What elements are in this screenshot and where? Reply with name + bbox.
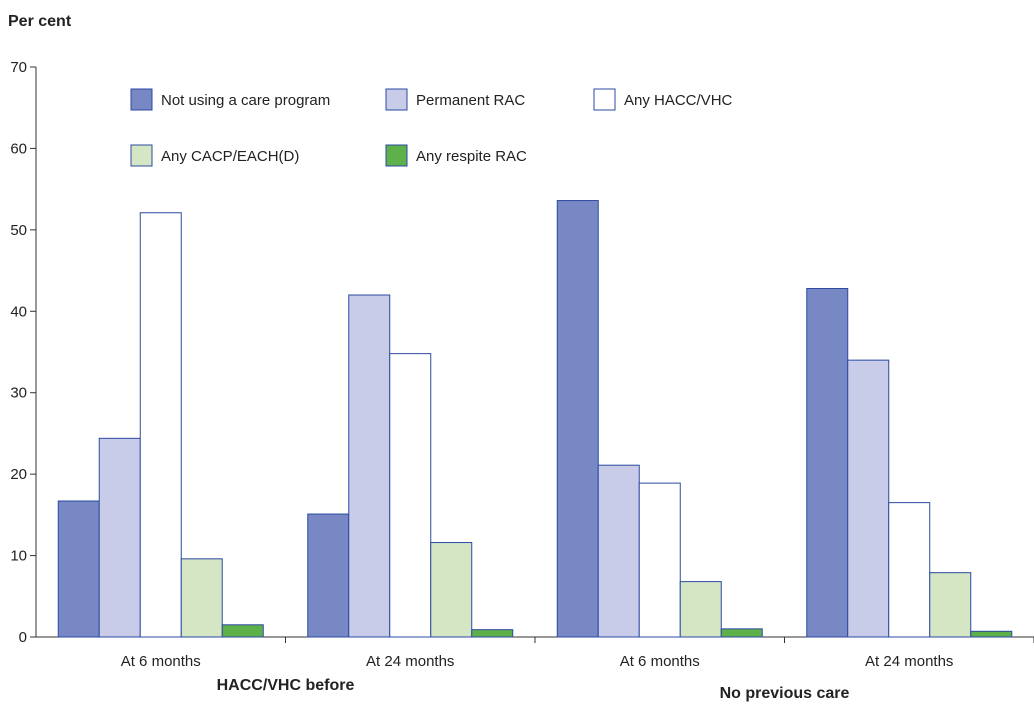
bar-permanent-rac bbox=[597, 464, 640, 638]
bar-permanent-rac bbox=[348, 294, 391, 638]
legend-label-any-cacp-each-d: Any CACP/EACH(D) bbox=[161, 148, 299, 165]
bar-any-hacc-vhc bbox=[139, 212, 182, 638]
legend-label-any-respite-rac: Any respite RAC bbox=[416, 148, 527, 165]
x-tick-label: At 24 months bbox=[865, 653, 953, 670]
bar-permanent-rac bbox=[847, 359, 890, 638]
x-tick-label: At 24 months bbox=[366, 653, 454, 670]
bar-any-cacp-each-d bbox=[929, 572, 972, 638]
bar-any-respite-rac bbox=[221, 624, 264, 638]
bar-any-respite-rac bbox=[970, 630, 1013, 638]
bar-any-cacp-each-d bbox=[430, 542, 473, 638]
legend-label-not-using-a-care-program: Not using a care program bbox=[161, 92, 330, 109]
y-tick-label: 20 bbox=[10, 466, 27, 483]
bar-any-hacc-vhc bbox=[638, 482, 681, 638]
legend-swatch-not-using-a-care-program bbox=[130, 88, 153, 111]
bar-any-respite-rac bbox=[720, 628, 763, 638]
bar-permanent-rac bbox=[98, 437, 141, 638]
y-tick-label: 60 bbox=[10, 140, 27, 157]
legend-label-any-hacc-vhc: Any HACC/VHC bbox=[624, 92, 733, 109]
y-tick-label: 0 bbox=[19, 629, 27, 646]
bar-not-using-a-care-program bbox=[57, 500, 100, 638]
bar-not-using-a-care-program bbox=[806, 287, 849, 638]
legend-swatch-permanent-rac bbox=[385, 88, 408, 111]
bar-any-hacc-vhc bbox=[888, 502, 931, 638]
y-tick-label: 70 bbox=[10, 59, 27, 76]
category-labels: At 6 months At 24 months At 6 months At 24 … bbox=[121, 637, 1034, 670]
legend-swatch-any-respite-rac bbox=[385, 144, 408, 167]
legend: Not using a care program Permanent RAC Any… bbox=[130, 88, 733, 167]
group-label-hacc-vhc-before: HACC/VHC before bbox=[217, 677, 355, 694]
bar-not-using-a-care-program bbox=[556, 200, 599, 638]
bar-any-cacp-each-d bbox=[180, 558, 223, 638]
bar-any-hacc-vhc bbox=[389, 353, 432, 638]
y-tick-label: 30 bbox=[10, 385, 27, 402]
x-tick-label: At 6 months bbox=[620, 653, 700, 670]
legend-swatch-any-hacc-vhc bbox=[593, 88, 616, 111]
bar-any-cacp-each-d bbox=[679, 581, 722, 638]
y-axis-title: Per cent bbox=[8, 13, 72, 30]
y-tick-label: 40 bbox=[10, 303, 27, 320]
y-tick-label: 10 bbox=[10, 548, 27, 565]
legend-swatch-any-cacp-each-d bbox=[130, 144, 153, 167]
bars bbox=[57, 200, 1013, 638]
y-tick-label: 50 bbox=[10, 222, 27, 239]
group-labels: HACC/VHC before No previous care bbox=[217, 677, 850, 702]
legend-label-permanent-rac: Permanent RAC bbox=[416, 92, 525, 109]
x-tick-label: At 6 months bbox=[121, 653, 201, 670]
group-label-no-previous-care: No previous care bbox=[720, 685, 850, 702]
bar-not-using-a-care-program bbox=[307, 513, 350, 638]
bar-any-respite-rac bbox=[471, 629, 514, 638]
